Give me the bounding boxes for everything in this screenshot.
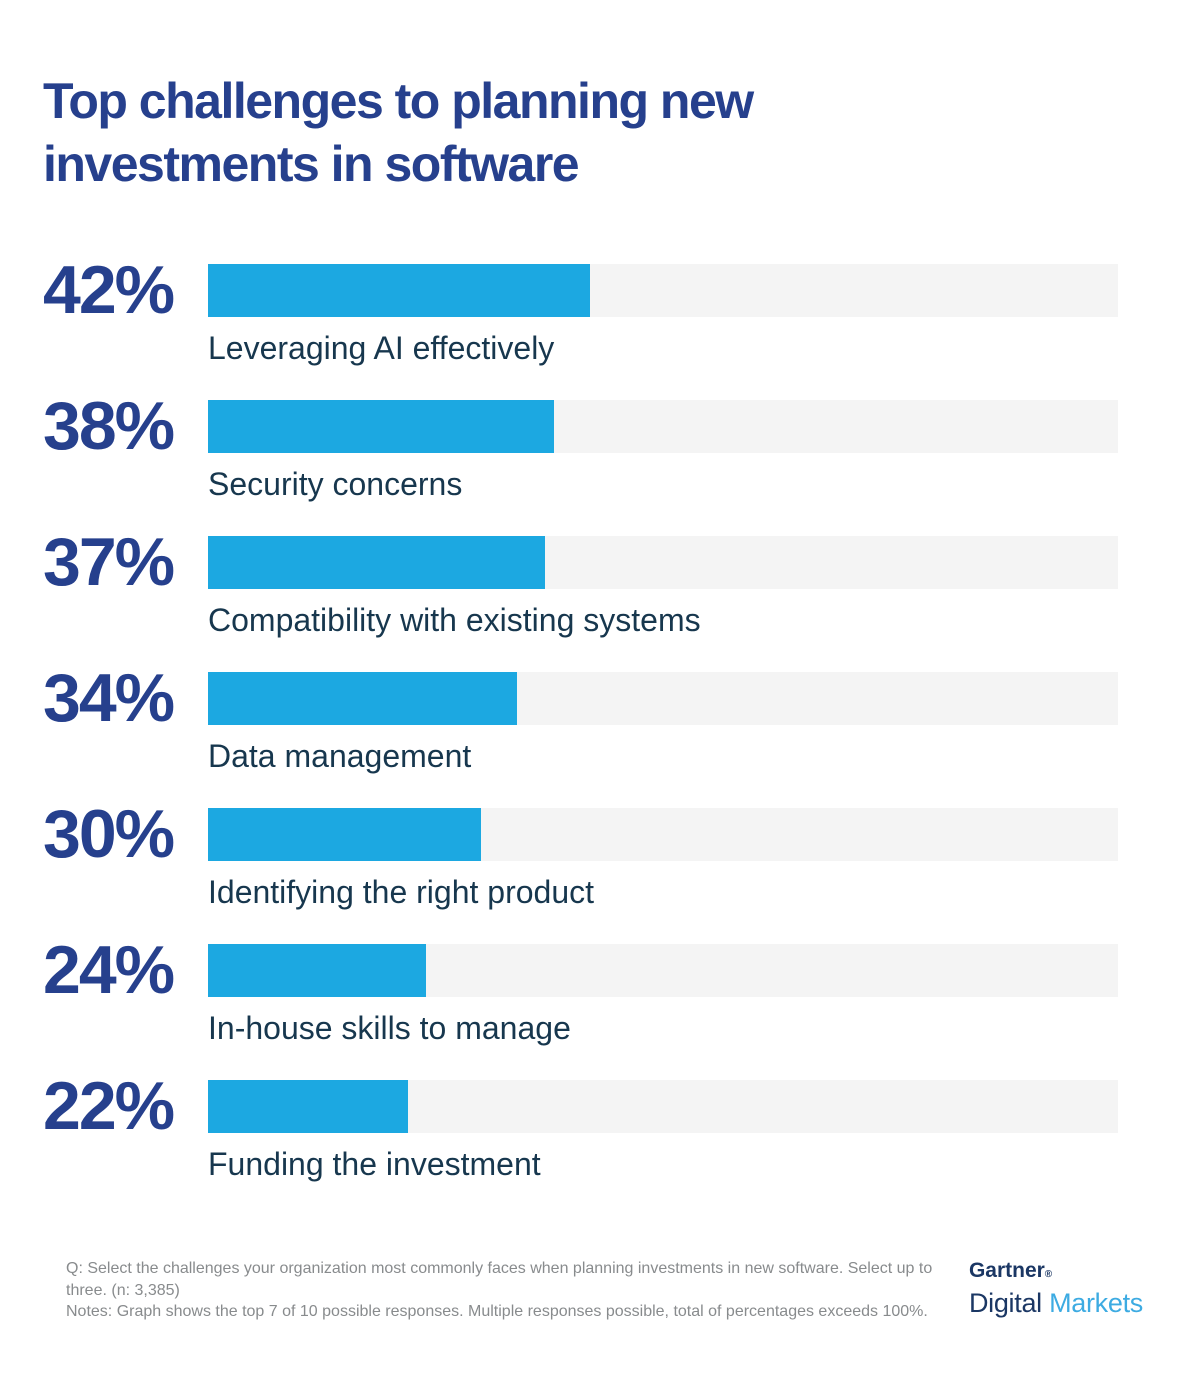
logo-digital-text: Digital — [968, 1288, 1042, 1318]
bar-fill — [208, 944, 427, 997]
gartner-wordmark: Gartner® — [969, 1258, 1143, 1287]
logo-markets-text: Markets — [1049, 1288, 1143, 1318]
horizontal-bar-chart: 42% Leveraging AI effectively 38% Securi… — [43, 252, 1118, 1183]
bar-column: Leveraging AI effectively — [208, 264, 1118, 367]
bar-column: Funding the investment — [208, 1080, 1118, 1183]
bar-category-label: Funding the investment — [208, 1146, 541, 1182]
bar-value-label: 30% — [43, 796, 175, 872]
bar-category-label: Identifying the right product — [208, 874, 595, 910]
bar-value-label: 37% — [43, 524, 175, 600]
bar-fill — [208, 1080, 409, 1133]
footer: Q: Select the challenges your organizati… — [66, 1258, 1143, 1323]
page-title-line2: investments in software — [43, 136, 580, 192]
survey-method-note: Notes: Graph shows the top 7 of 10 possi… — [66, 1303, 928, 1320]
registered-trademark-icon: ® — [1044, 1269, 1053, 1280]
bar-column: Compatibility with existing systems — [208, 536, 1118, 639]
bar-column: Data management — [208, 672, 1118, 775]
bar-row: 22% Funding the investment — [43, 1068, 1118, 1183]
bar-column: Security concerns — [208, 400, 1118, 503]
gartner-digital-markets-logo: Gartner® Digital Markets — [969, 1258, 1143, 1319]
bar-category-label: Security concerns — [208, 466, 463, 502]
bar-row: 34% Data management — [43, 660, 1118, 775]
digital-markets-wordmark: Digital Markets — [969, 1287, 1143, 1319]
bar-row: 30% Identifying the right product — [43, 796, 1118, 911]
bar-track — [208, 400, 1118, 453]
bar-track — [208, 536, 1118, 589]
bar-row: 38% Security concerns — [43, 388, 1118, 503]
bar-column: In-house skills to manage — [208, 944, 1118, 1047]
bar-value-label: 34% — [43, 660, 175, 736]
bar-row: 42% Leveraging AI effectively — [43, 252, 1118, 367]
footnotes: Q: Select the challenges your organizati… — [66, 1258, 946, 1323]
survey-question-note: Q: Select the challenges your organizati… — [66, 1260, 933, 1299]
page-title: Top challenges to planning new investment… — [43, 70, 943, 196]
bar-category-label: In-house skills to manage — [208, 1010, 571, 1046]
bar-fill — [208, 536, 545, 589]
bar-track — [208, 944, 1118, 997]
bar-category-label: Compatibility with existing systems — [208, 602, 701, 638]
bar-track — [208, 1080, 1118, 1133]
bar-fill — [208, 672, 518, 725]
bar-value-label: 24% — [43, 932, 175, 1008]
bar-fill — [208, 264, 591, 317]
bar-column: Identifying the right product — [208, 808, 1118, 911]
bar-category-label: Leveraging AI effectively — [208, 330, 555, 366]
bar-category-label: Data management — [208, 738, 472, 774]
bar-track — [208, 808, 1118, 861]
bar-track — [208, 672, 1118, 725]
bar-value-label: 38% — [43, 388, 175, 464]
bar-fill — [208, 808, 481, 861]
page-title-line1: Top challenges to planning new — [43, 73, 754, 129]
bar-value-label: 22% — [43, 1068, 175, 1144]
bar-row: 24% In-house skills to manage — [43, 932, 1118, 1047]
bar-track — [208, 264, 1118, 317]
bar-value-label: 42% — [43, 252, 175, 328]
bar-row: 37% Compatibility with existing systems — [43, 524, 1118, 639]
gartner-brand-text: Gartner — [968, 1259, 1045, 1282]
bar-fill — [208, 400, 554, 453]
